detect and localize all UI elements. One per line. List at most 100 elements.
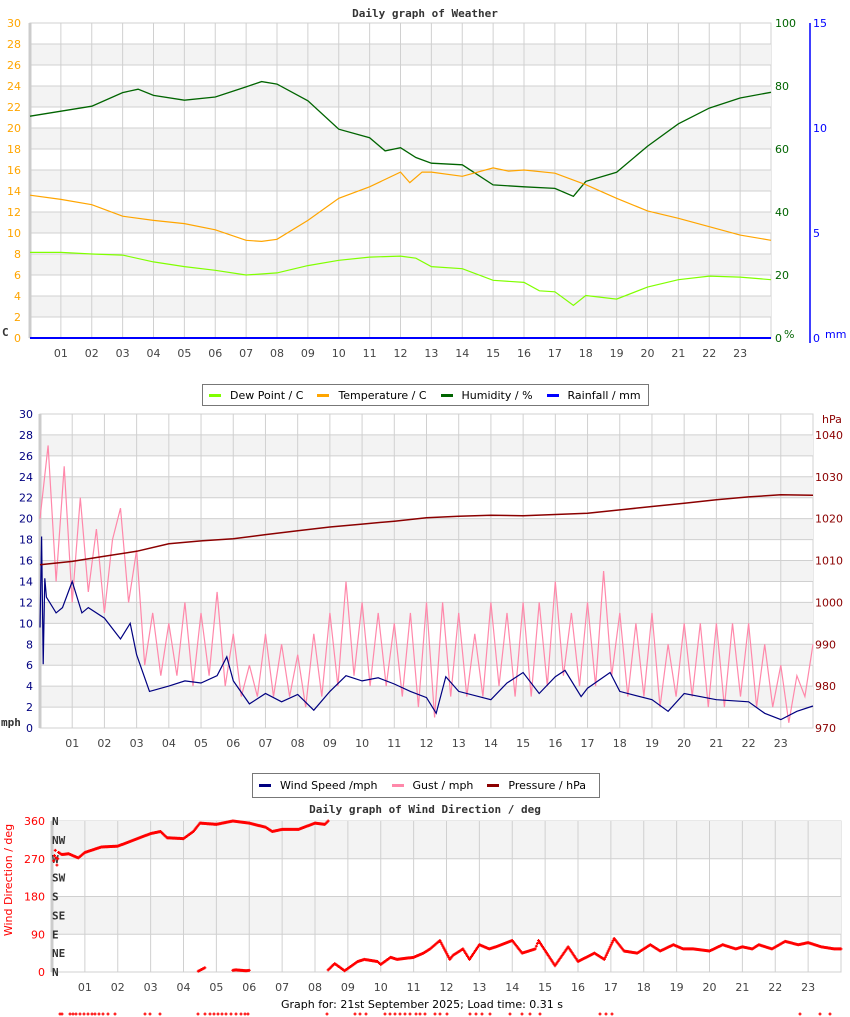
x-tick-label: 23 [774,737,788,750]
y-tick-label-pressure: 1000 [815,596,843,609]
y-tick-label-pressure: 1010 [815,555,843,568]
wind-direction-point [446,954,450,958]
x-tick-label: 19 [670,981,684,994]
rainfall-swatch [546,393,559,397]
legend-item-gust: Gust / mph [391,779,473,792]
wind-direction-point [90,1012,94,1016]
wind-direction-point [488,1012,492,1016]
wind-direction-point [538,1012,542,1016]
pressure-line [39,494,814,566]
wind-direction-point [52,859,56,863]
x-tick-label: 11 [387,737,401,750]
wind-direction-point [520,1012,524,1016]
legend-weather: Dew Point / C Temperature / C Humidity /… [202,384,649,406]
x-tick-label: 07 [275,981,289,994]
y-tick-label-left: 18 [19,534,33,547]
y-tick-label-left: 2 [26,701,33,714]
wind-direction-point [106,1012,110,1016]
y-tick-label-left: 24 [19,471,33,484]
legend-item-dew-point: Dew Point / C [209,389,303,402]
wind-direction-point [535,941,539,945]
x-tick-label: 23 [733,347,747,360]
y-tick-label-humidity: 40 [775,206,789,219]
wind-direction-point [798,1012,802,1016]
y-tick-label: 180 [24,891,45,904]
wind-direction-point [212,1012,216,1016]
wind-direction-point [604,953,608,957]
y-tick-label-left: 10 [19,617,33,630]
x-tick-label: 12 [394,347,408,360]
y-tick-label-rainfall: 10 [813,122,827,135]
wind-direction-point [203,966,207,970]
dew-point-swatch [209,393,221,397]
x-tick-label: 04 [162,737,176,750]
wind-direction-point [60,1012,64,1016]
y-tick-label-humidity: 80 [775,80,789,93]
legend-label: Pressure / hPa [508,779,586,792]
wind-direction-point [423,1012,427,1016]
y-tick-label-left: 12 [7,206,21,219]
wind-direction-point [608,945,612,949]
temperature-line [29,167,772,243]
y-tick-label-left: 26 [7,59,21,72]
wind-direction-point [533,947,537,951]
y-tick-label: 0 [38,966,45,979]
x-tick-label: 08 [270,347,284,360]
x-tick-label: 02 [85,347,99,360]
y-tick-label-left: 30 [19,408,33,421]
y-tick-label-left: 4 [14,290,21,303]
y-tick-label-left: 6 [26,659,33,672]
chart-title: Daily graph of Wind Direction / deg [309,803,541,816]
x-tick-label: 16 [517,347,531,360]
compass-label: N [52,815,59,828]
wind-direction-point [598,1012,602,1016]
compass-label: SE [52,909,65,922]
y-tick-label: 360 [24,815,45,828]
x-tick-label: 15 [538,981,552,994]
y-tick-label-left: 4 [26,680,33,693]
wind-direction-point [445,1012,449,1016]
y-tick-label-left: 30 [7,17,21,30]
wind-direction-point [403,1012,407,1016]
y-tick-label-left: 16 [19,555,33,568]
legend-wind: Wind Speed /mph Gust / mph Pressure / hP… [252,773,600,798]
y-unit-label-mph: mph [1,716,21,729]
wind-direction-point [828,1012,832,1016]
x-tick-label: 17 [581,737,595,750]
wind-direction-point [611,939,615,943]
y-tick-label-left: 14 [19,575,33,588]
y-tick-label-left: 28 [7,38,21,51]
x-tick-label: 19 [645,737,659,750]
wind-direction-point [54,856,58,860]
wind-speed-line [39,536,814,721]
y-tick-label-left: 6 [14,269,21,282]
y-tick-label-rainfall: 15 [813,17,827,30]
x-tick-label: 03 [130,737,144,750]
y-tick-label-left: 28 [19,429,33,442]
y-axis-title: Wind Direction / deg [2,824,15,936]
wind-direction-point [441,944,445,948]
wind-direction-point [53,848,57,852]
x-tick-label: 18 [613,737,627,750]
legend-label: Temperature / C [338,388,427,402]
wind-direction-point [71,1012,75,1016]
wind-direction-point [388,1012,392,1016]
x-tick-label: 12 [440,981,454,994]
wind-direction-point [97,1012,101,1016]
wind-direction-point [82,1012,86,1016]
y-tick-label-humidity: 100 [775,17,796,30]
legend-label: Rainfall / mm [567,388,641,402]
x-tick-label: 02 [97,737,111,750]
wind-direction-point [143,1012,147,1016]
wind-direction-point [610,941,614,945]
compass-label: NE [52,947,65,960]
x-tick-label: 06 [208,347,222,360]
wind-direction-point [433,1012,437,1016]
chart-title: Daily graph of Weather [352,7,498,20]
x-tick-label: 22 [702,347,716,360]
wind-direction-point [224,1012,228,1016]
y-tick-label-pressure: 980 [815,680,836,693]
wind-direction-point [239,1012,243,1016]
y-unit-label-hpa: hPa [822,413,842,426]
wind-direction-point [607,947,611,951]
